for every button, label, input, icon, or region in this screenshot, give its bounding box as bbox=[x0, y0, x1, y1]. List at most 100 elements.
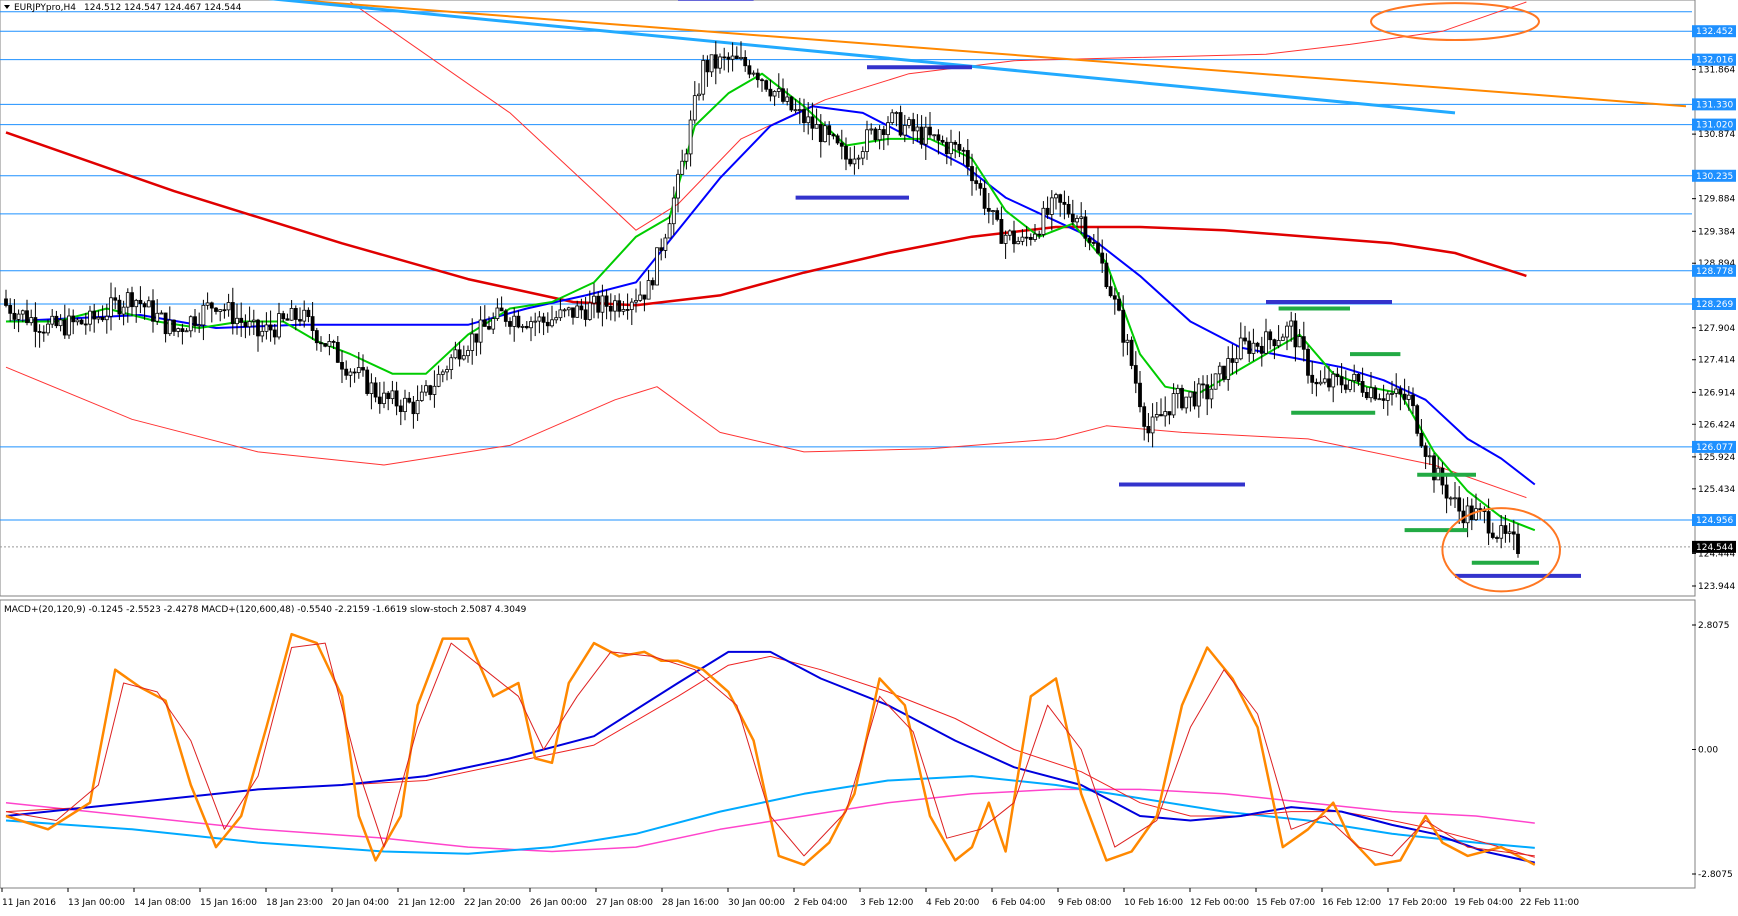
candle bbox=[1024, 226, 1029, 247]
candle bbox=[1490, 522, 1495, 540]
candle bbox=[953, 140, 958, 159]
candle bbox=[33, 302, 38, 348]
candle bbox=[1054, 192, 1058, 210]
candle bbox=[1075, 215, 1079, 228]
candle bbox=[20, 309, 25, 323]
candle bbox=[361, 354, 365, 377]
candle bbox=[503, 308, 508, 327]
time-tick-label: 19 Feb 04:00 bbox=[1454, 898, 1513, 908]
candle bbox=[1259, 336, 1264, 367]
candle bbox=[8, 298, 13, 322]
candle bbox=[1192, 381, 1197, 410]
candle bbox=[1159, 398, 1163, 417]
candle bbox=[1175, 384, 1180, 409]
candle bbox=[713, 41, 718, 85]
candle bbox=[1238, 322, 1243, 361]
candle bbox=[1427, 447, 1432, 465]
price-tick-label: 123.944 bbox=[1698, 582, 1735, 592]
candle bbox=[432, 370, 437, 408]
candle bbox=[243, 314, 248, 339]
candle bbox=[327, 333, 332, 356]
candle bbox=[785, 88, 790, 106]
dropdown-triangle-icon[interactable] bbox=[4, 5, 10, 9]
candle bbox=[100, 305, 105, 322]
candle bbox=[642, 294, 647, 312]
candle bbox=[474, 333, 479, 356]
candle bbox=[1188, 391, 1193, 412]
candle bbox=[71, 309, 76, 335]
candle bbox=[1385, 390, 1390, 416]
candle bbox=[130, 286, 134, 317]
time-axis: 11 Jan 2016 13 Jan 00:00 14 Jan 08:00 15 Ja… bbox=[1, 888, 1579, 908]
envelope-upper-line bbox=[350, 1, 1527, 231]
candle bbox=[113, 287, 118, 310]
price-tick-label: 125.434 bbox=[1698, 485, 1735, 495]
time-tick-label: 14 Jan 08:00 bbox=[134, 898, 191, 908]
candle bbox=[726, 52, 731, 73]
candle bbox=[209, 301, 214, 323]
candle bbox=[193, 308, 197, 333]
candle bbox=[1003, 230, 1008, 259]
candle bbox=[634, 288, 638, 313]
candle bbox=[1356, 373, 1361, 386]
candle bbox=[1146, 413, 1151, 443]
candle bbox=[235, 303, 239, 335]
time-tick-label: 22 Jan 20:00 bbox=[464, 898, 521, 908]
candle bbox=[587, 290, 592, 321]
highlight-circle[interactable] bbox=[1370, 2, 1540, 42]
candle bbox=[268, 310, 273, 342]
candle bbox=[365, 366, 370, 396]
svg-text:131.330: 131.330 bbox=[1696, 100, 1733, 110]
candle bbox=[1129, 336, 1134, 370]
candle bbox=[1171, 383, 1176, 418]
price-tick-label: 127.904 bbox=[1698, 324, 1735, 334]
time-tick-label: 4 Feb 20:00 bbox=[926, 898, 980, 908]
candle bbox=[373, 377, 378, 403]
candle bbox=[1364, 386, 1369, 401]
candle bbox=[1016, 236, 1021, 245]
candle bbox=[134, 298, 139, 323]
candle bbox=[844, 137, 848, 171]
candle bbox=[445, 365, 449, 381]
candle bbox=[1369, 371, 1373, 403]
candle bbox=[172, 319, 176, 336]
candle bbox=[1012, 220, 1016, 253]
candle bbox=[415, 385, 420, 421]
candle bbox=[1062, 190, 1067, 220]
candle bbox=[936, 129, 941, 155]
candle bbox=[1352, 364, 1357, 393]
candle bbox=[932, 134, 937, 141]
candle bbox=[881, 125, 886, 151]
candle bbox=[1511, 519, 1516, 551]
svg-text:132.452: 132.452 bbox=[1696, 27, 1733, 37]
candle bbox=[629, 298, 634, 326]
candle bbox=[911, 112, 916, 144]
candle bbox=[1348, 380, 1352, 393]
highlight-circle[interactable] bbox=[1441, 507, 1561, 593]
candle bbox=[1247, 331, 1252, 363]
candle bbox=[646, 269, 651, 300]
candle bbox=[125, 288, 130, 323]
candle bbox=[554, 310, 559, 324]
candle bbox=[1268, 329, 1273, 350]
candle bbox=[667, 215, 672, 239]
ma-red-line bbox=[5, 131, 1527, 307]
chart-header: EURJPYpro,H4 124.512 124.547 124.467 124… bbox=[4, 3, 242, 13]
candle bbox=[1205, 375, 1210, 416]
price-tick-label: 125.924 bbox=[1698, 453, 1735, 463]
candle bbox=[1394, 373, 1399, 398]
candle bbox=[29, 309, 34, 326]
level-price-tag: 124.956 bbox=[1692, 514, 1736, 527]
candle bbox=[180, 323, 185, 345]
candle bbox=[50, 309, 55, 328]
candle bbox=[117, 294, 122, 320]
candle bbox=[41, 325, 46, 342]
candle bbox=[453, 341, 458, 360]
candle bbox=[516, 310, 521, 329]
candle bbox=[625, 293, 630, 320]
candle bbox=[1486, 498, 1491, 546]
candle bbox=[205, 292, 210, 310]
envelope-lines bbox=[5, 1, 1527, 499]
candle bbox=[461, 345, 466, 361]
